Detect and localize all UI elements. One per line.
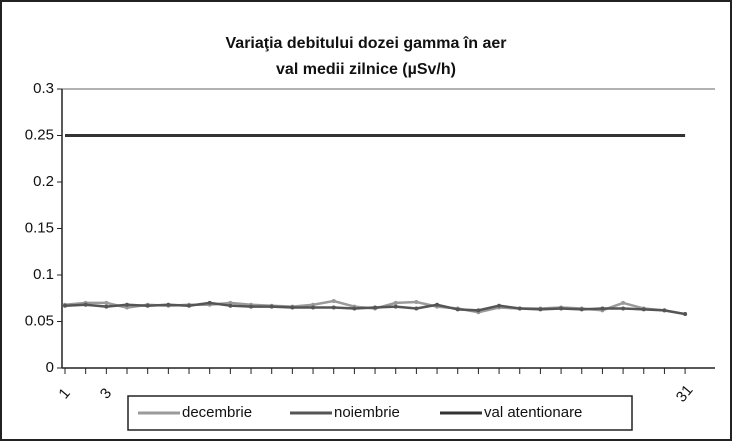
- point: [393, 300, 398, 305]
- point: [435, 302, 440, 307]
- chart-title: Variaţia debitului dozei gamma în aer: [226, 35, 507, 52]
- point: [662, 308, 667, 313]
- point: [290, 305, 295, 310]
- point: [104, 300, 109, 305]
- point: [393, 304, 398, 309]
- y-tick-label: 0: [46, 359, 54, 376]
- point: [187, 303, 192, 308]
- point: [145, 303, 150, 308]
- legend: [127, 395, 633, 431]
- point: [579, 307, 584, 312]
- point: [331, 299, 336, 304]
- legend-label: noiembrie: [334, 404, 400, 421]
- point: [414, 306, 419, 311]
- y-tick-label: 0.2: [33, 173, 54, 190]
- point: [331, 305, 336, 310]
- point: [83, 302, 88, 307]
- point: [517, 306, 522, 311]
- point: [269, 304, 274, 309]
- point: [476, 308, 481, 313]
- point: [104, 304, 109, 309]
- point: [455, 307, 460, 312]
- point: [683, 312, 688, 317]
- point: [414, 299, 419, 304]
- y-tick-label: 0.25: [25, 126, 54, 143]
- y-tick-label: 0.3: [33, 80, 54, 97]
- point: [621, 300, 626, 305]
- chart-subtitle: val medii zilnice (µSv/h): [276, 61, 456, 78]
- point: [125, 302, 130, 307]
- point: [538, 307, 543, 312]
- legend-label: val atentionare: [484, 404, 582, 421]
- point: [497, 303, 502, 308]
- point: [311, 305, 316, 310]
- y-tick-label: 0.1: [33, 266, 54, 283]
- point: [207, 300, 212, 305]
- point: [228, 303, 233, 308]
- y-tick-label: 0.15: [25, 219, 54, 236]
- point: [63, 303, 67, 308]
- point: [125, 305, 130, 310]
- point: [166, 302, 171, 307]
- point: [559, 306, 564, 311]
- point: [373, 305, 378, 310]
- point: [352, 306, 357, 311]
- point: [311, 302, 316, 307]
- y-tick-label: 0.05: [25, 312, 54, 329]
- point: [249, 304, 254, 309]
- point: [228, 300, 233, 305]
- point: [600, 306, 605, 311]
- legend-label: decembrie: [182, 404, 252, 421]
- point: [641, 307, 646, 312]
- point: [621, 306, 626, 311]
